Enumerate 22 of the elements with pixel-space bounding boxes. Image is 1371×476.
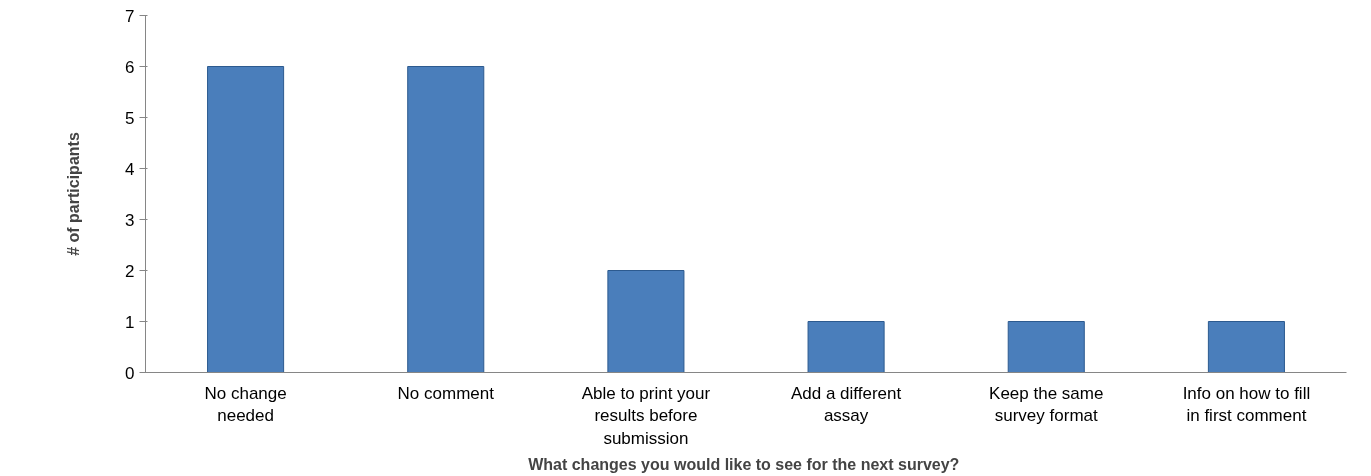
bar	[407, 66, 485, 373]
y-tick-label: 6	[125, 57, 135, 77]
y-tick-label: 0	[125, 363, 135, 383]
y-tick-label: 5	[125, 108, 135, 128]
y-tick-label: 3	[125, 210, 135, 230]
bar	[807, 321, 885, 373]
y-tick-label: 2	[125, 261, 135, 281]
y-tick-label: 7	[125, 6, 135, 26]
y-tick-label: 4	[125, 159, 135, 179]
bar	[1007, 321, 1085, 373]
bar	[607, 270, 685, 373]
x-tick-label: No change needed	[204, 383, 287, 426]
x-tick-label: No comment	[397, 383, 495, 403]
x-tick-label: Info on how to fill in first comment	[1182, 383, 1311, 426]
bar	[1207, 321, 1285, 373]
x-tick-label: Keep the same survey format	[989, 383, 1104, 426]
x-axis-title: What changes you would like to see for the next survey?	[528, 456, 960, 474]
y-tick-label: 1	[125, 312, 135, 332]
y-axis-title: # of participants	[65, 132, 83, 256]
x-tick-label: Add a different assay	[790, 383, 902, 426]
x-tick-label: Able to print your results before submission	[581, 383, 711, 449]
bar	[207, 66, 285, 373]
